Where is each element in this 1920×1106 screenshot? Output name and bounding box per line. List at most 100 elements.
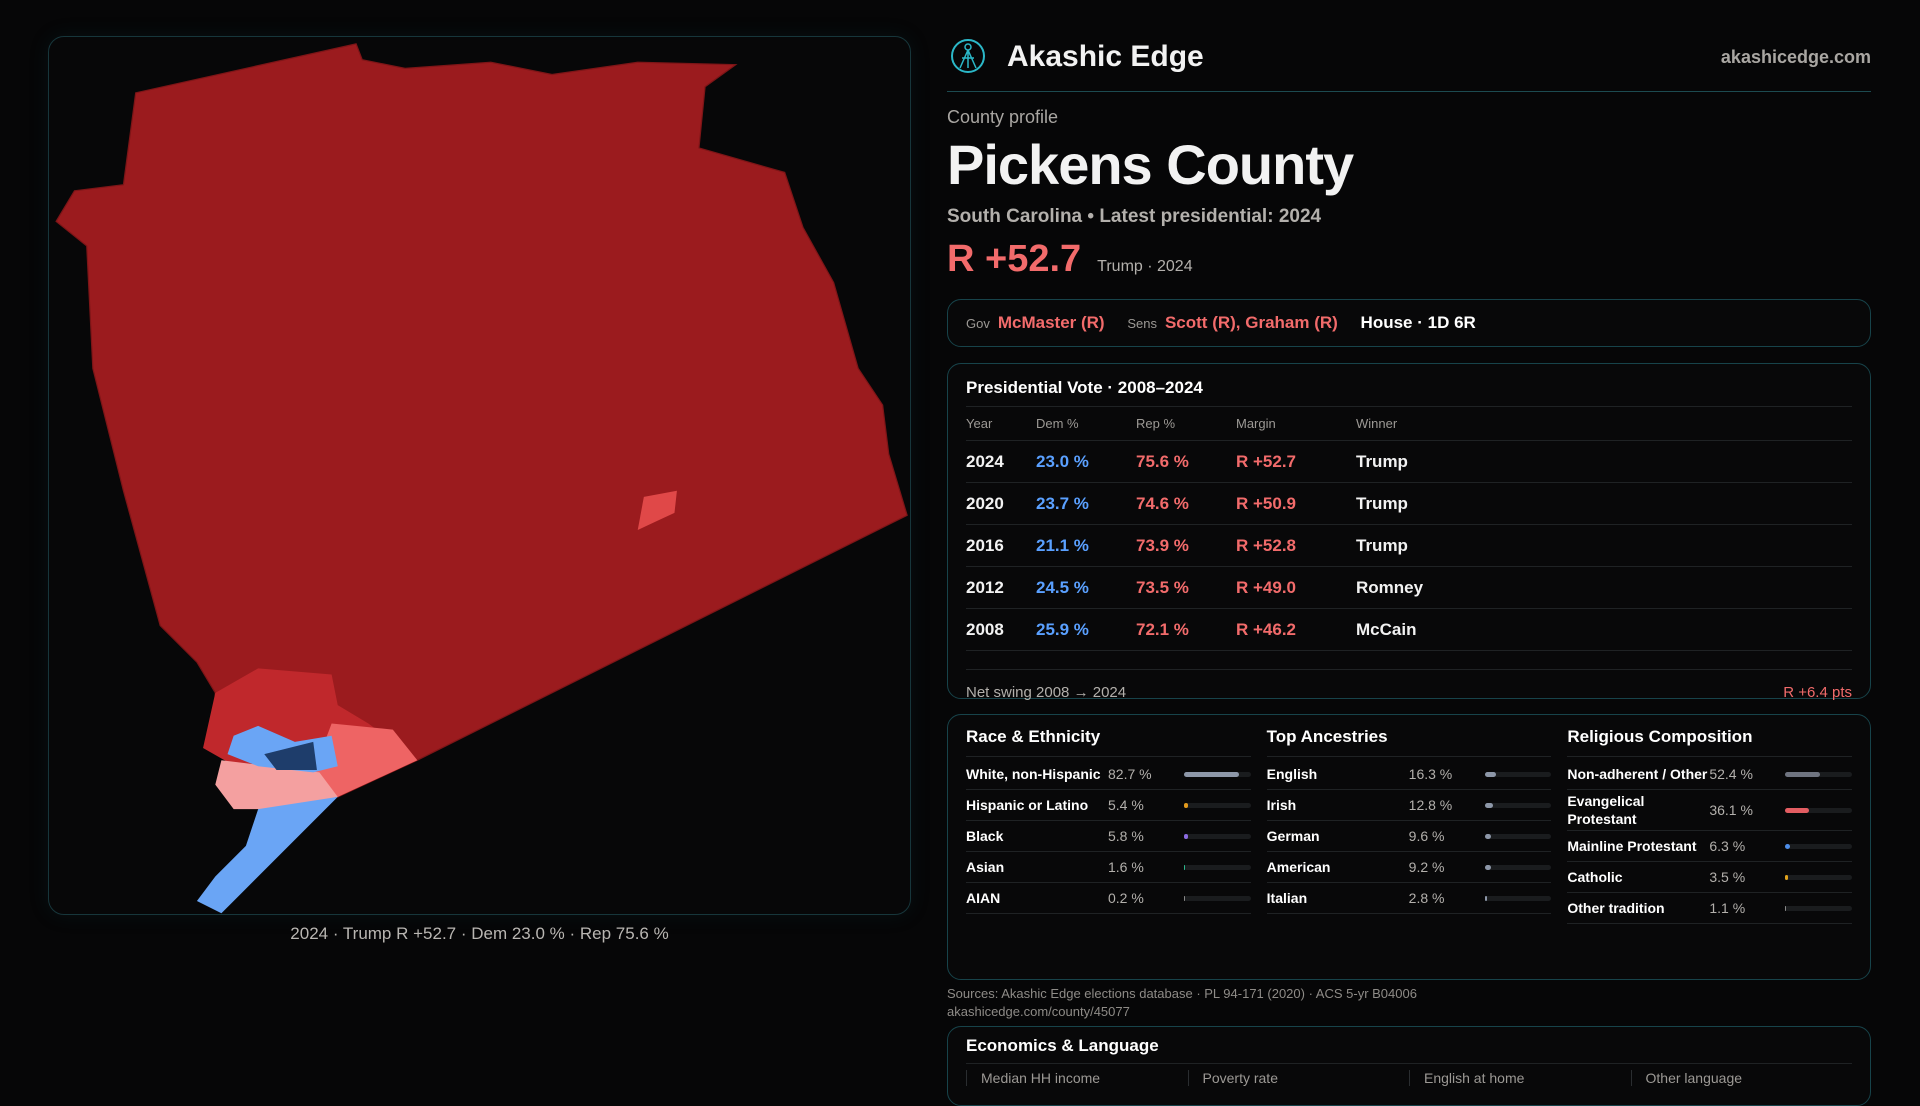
religion-title: Religious Composition	[1567, 727, 1852, 757]
item-bar-fill	[1785, 844, 1789, 849]
item-name: English	[1267, 765, 1409, 783]
page-title: Pickens County	[947, 132, 1353, 197]
cell-winner: Trump	[1356, 441, 1852, 483]
english-home-label: English at home	[1409, 1070, 1631, 1086]
item-bar	[1184, 772, 1251, 777]
net-swing-value: R +6.4 pts	[1783, 684, 1852, 701]
item-bar	[1485, 834, 1552, 839]
item-pct: 36.1 %	[1709, 802, 1785, 818]
brand-name: Akashic Edge	[1007, 40, 1204, 74]
median-income-label: Median HH income	[966, 1070, 1188, 1086]
cell-margin: R +49.0	[1236, 567, 1356, 609]
item-bar	[1485, 803, 1552, 808]
cell-winner: Trump	[1356, 525, 1852, 567]
presidential-vote-card: Presidential Vote · 2008–2024 Year Dem %…	[947, 363, 1871, 699]
cell-dem-pct: 24.5 %	[1036, 567, 1136, 609]
item-bar-fill	[1785, 906, 1786, 911]
cell-rep-pct: 72.1 %	[1136, 609, 1236, 651]
col-winner: Winner	[1356, 407, 1852, 441]
cell-margin: R +52.7	[1236, 441, 1356, 483]
item-name: Asian	[966, 858, 1108, 876]
cell-rep-pct: 73.9 %	[1136, 525, 1236, 567]
item-bar	[1785, 844, 1852, 849]
item-pct: 5.8 %	[1108, 828, 1184, 844]
cell-rep-pct: 74.6 %	[1136, 483, 1236, 525]
item-pct: 16.3 %	[1409, 766, 1485, 782]
cell-winner: McCain	[1356, 609, 1852, 651]
item-pct: 9.6 %	[1409, 828, 1485, 844]
col-year: Year	[966, 407, 1036, 441]
item-name: American	[1267, 858, 1409, 876]
cell-margin: R +46.2	[1236, 609, 1356, 651]
item-bar	[1184, 834, 1251, 839]
item-bar	[1485, 772, 1552, 777]
item-bar	[1184, 896, 1251, 901]
other-language-label: Other language	[1631, 1070, 1853, 1086]
akashic-edge-logo-icon	[950, 38, 986, 74]
item-name: Black	[966, 827, 1108, 845]
item-pct: 1.6 %	[1108, 859, 1184, 875]
item-name: Hispanic or Latino	[966, 796, 1108, 814]
cell-dem-pct: 25.9 %	[1036, 609, 1136, 651]
item-bar	[1184, 865, 1251, 870]
item-pct: 9.2 %	[1409, 859, 1485, 875]
item-bar-fill	[1184, 803, 1188, 808]
col-rep: Rep %	[1136, 407, 1236, 441]
item-bar-fill	[1485, 803, 1494, 808]
page-kicker: County profile	[947, 107, 1058, 128]
leaders-bar: Gov McMaster (R) Sens Scott (R), Graham (R…	[947, 299, 1871, 347]
col-dem: Dem %	[1036, 407, 1136, 441]
cell-dem-pct: 23.7 %	[1036, 483, 1136, 525]
item-bar-fill	[1785, 875, 1787, 880]
item-bar	[1785, 875, 1852, 880]
item-bar-fill	[1785, 808, 1809, 813]
map-region-strong-rep[interactable]	[56, 44, 907, 797]
item-bar	[1785, 906, 1852, 911]
item-bar-fill	[1184, 834, 1188, 839]
item-bar	[1485, 865, 1552, 870]
cell-rep-pct: 75.6 %	[1136, 441, 1236, 483]
item-bar	[1485, 896, 1552, 901]
item-bar	[1184, 803, 1251, 808]
race-title: Race & Ethnicity	[966, 727, 1251, 757]
senators: Scott (R), Graham (R)	[1165, 313, 1338, 332]
item-bar-fill	[1184, 865, 1185, 870]
item-name: German	[1267, 827, 1409, 845]
cell-margin: R +52.8	[1236, 525, 1356, 567]
item-bar-fill	[1485, 772, 1496, 777]
item-name: Evangelical Protestant	[1567, 792, 1709, 828]
sens-label: Sens	[1127, 316, 1157, 331]
item-name: Italian	[1267, 889, 1409, 907]
sources: Sources: Akashic Edge elections database…	[947, 985, 1417, 1021]
site-link[interactable]: akashicedge.com	[1721, 47, 1871, 68]
county-url[interactable]: akashicedge.com/county/45077	[947, 1003, 1417, 1021]
gov-label: Gov	[966, 316, 990, 331]
cell-winner: Trump	[1356, 483, 1852, 525]
map-region-lean-dem-south[interactable]	[197, 797, 338, 913]
item-bar-fill	[1184, 772, 1239, 777]
cell-year: 2012	[966, 567, 1036, 609]
presidential-title: Presidential Vote · 2008–2024	[966, 378, 1852, 398]
governor: McMaster (R)	[998, 313, 1105, 332]
cell-year: 2008	[966, 609, 1036, 651]
precinct-map[interactable]	[48, 36, 911, 915]
